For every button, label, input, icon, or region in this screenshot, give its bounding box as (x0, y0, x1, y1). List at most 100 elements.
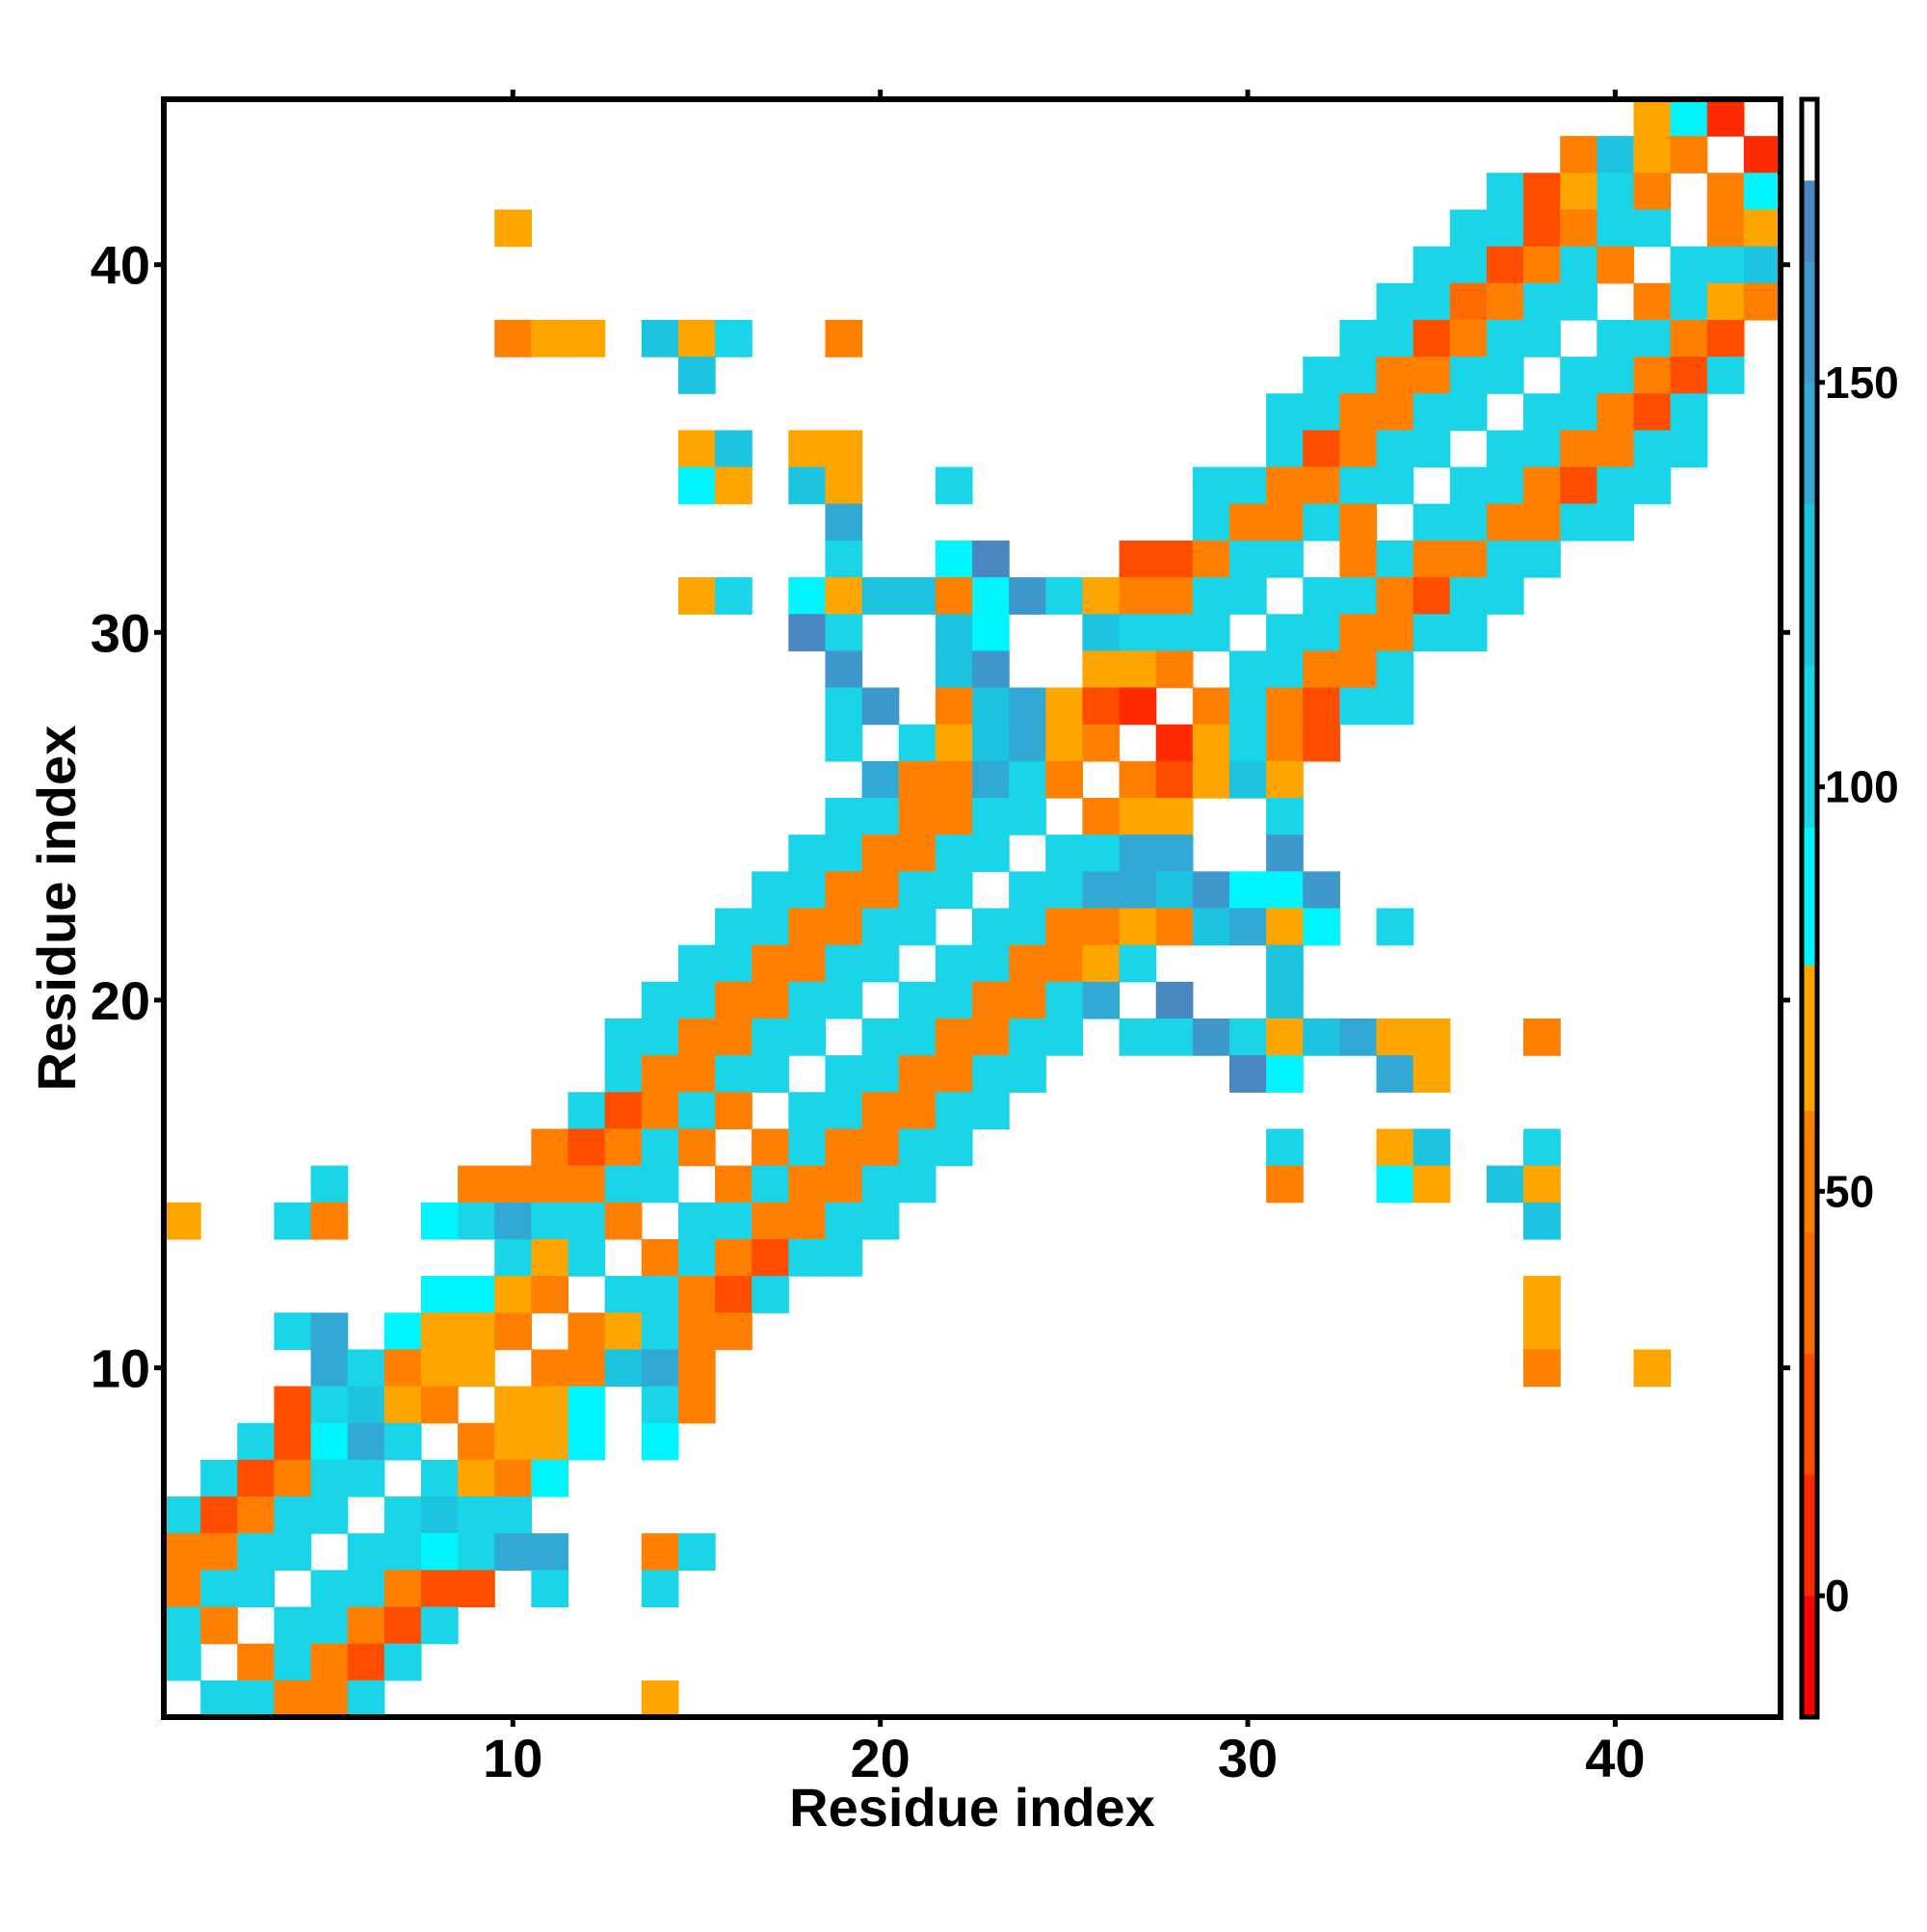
heatmap-cell (604, 1055, 643, 1093)
heatmap-cell (861, 798, 900, 835)
heatmap-cell (494, 1386, 532, 1424)
heatmap-cell (898, 834, 937, 872)
heatmap-cell (458, 1276, 495, 1313)
heatmap-cell (1082, 724, 1121, 762)
heatmap-cell (1155, 540, 1194, 578)
heatmap-cell (861, 1092, 900, 1130)
heatmap-cell (1303, 357, 1340, 394)
heatmap-cell (1009, 1018, 1046, 1056)
heatmap-cell (1523, 1276, 1561, 1313)
heatmap-cell (604, 1202, 643, 1240)
heatmap-cell (1633, 99, 1672, 137)
heatmap-cell (458, 1570, 495, 1608)
heatmap-cell (1155, 834, 1194, 872)
heatmap-cell (1376, 687, 1414, 726)
heatmap-cell (861, 1055, 900, 1093)
heatmap-cell (1228, 908, 1267, 946)
heatmap-cell (310, 1459, 349, 1497)
heatmap-cell (677, 1312, 716, 1351)
heatmap-cell (1228, 1018, 1267, 1056)
heatmap-cell (1228, 650, 1267, 689)
heatmap-cell (1597, 319, 1635, 357)
heatmap-cell (1192, 1018, 1230, 1056)
heatmap-cell (1706, 246, 1745, 284)
heatmap-cell (861, 1128, 900, 1167)
heatmap-cell (1743, 246, 1782, 284)
heatmap-cell (1633, 466, 1672, 505)
heatmap-cell (1376, 1018, 1414, 1056)
heatmap-cell (972, 1018, 1010, 1056)
heatmap-cell (274, 1202, 312, 1240)
heatmap-cell (604, 1128, 643, 1167)
heatmap-cell (677, 1128, 716, 1167)
heatmap-cell (568, 1422, 606, 1461)
heatmap-cell (1045, 577, 1084, 615)
heatmap-cell (531, 1128, 569, 1167)
heatmap-cell (1009, 798, 1046, 835)
y-tick-label: 40 (91, 235, 150, 296)
heatmap-cell (641, 319, 679, 357)
colorbar-tick-label: 0 (1825, 1571, 1850, 1621)
heatmap-cell (898, 798, 937, 835)
heatmap-cell (1376, 466, 1414, 505)
heatmap-cell (788, 577, 827, 615)
heatmap-cell (715, 1165, 752, 1204)
heatmap-cell (1339, 357, 1378, 394)
heatmap-cell (1228, 503, 1267, 542)
heatmap-cell (935, 981, 973, 1019)
heatmap-cell (1523, 1312, 1561, 1351)
heatmap-cell (1597, 393, 1635, 432)
heatmap-cell (641, 1386, 679, 1424)
heatmap-cell (1228, 577, 1267, 615)
heatmap-cell (972, 834, 1010, 872)
heatmap-cell (274, 1496, 312, 1534)
heatmap-cell (1192, 577, 1230, 615)
heatmap-cell (1155, 981, 1194, 1019)
heatmap-cell (237, 1459, 276, 1497)
heatmap-cell (677, 944, 716, 983)
colorbar-band (1802, 99, 1817, 181)
heatmap-cell (677, 430, 716, 468)
heatmap-cell (1266, 944, 1304, 983)
heatmap-cell (1376, 577, 1414, 615)
heatmap-cell (1155, 760, 1194, 799)
heatmap-cell (383, 1496, 422, 1534)
heatmap-cell (1743, 172, 1782, 211)
heatmap-cell (420, 1606, 459, 1645)
heatmap-cell (1449, 282, 1488, 321)
heatmap-cell (825, 981, 863, 1019)
heatmap-cell (1266, 1018, 1304, 1056)
heatmap-cell (825, 944, 863, 983)
heatmap-cell (935, 577, 973, 615)
heatmap-cell (310, 1570, 349, 1608)
heatmap-cell (825, 614, 863, 651)
heatmap-cell (568, 1165, 606, 1204)
heatmap-cell (383, 1422, 422, 1461)
heatmap-cell (1119, 871, 1157, 910)
heatmap-cell (972, 760, 1010, 799)
heatmap-cell (1670, 430, 1708, 468)
heatmap-cell (935, 724, 973, 762)
heatmap-cell (1266, 834, 1304, 872)
heatmap-cell (825, 1202, 863, 1240)
heatmap-cell (1045, 944, 1084, 983)
heatmap-cell (1706, 172, 1745, 211)
heatmap-cell (1228, 760, 1267, 799)
heatmap-cell (237, 1496, 276, 1534)
heatmap-cell (310, 1496, 349, 1534)
heatmap-cell (274, 1422, 312, 1461)
heatmap-cell (1633, 319, 1672, 357)
heatmap-cell (935, 650, 973, 689)
heatmap-cell (1192, 466, 1230, 505)
heatmap-cell (825, 430, 863, 468)
heatmap-cell (604, 1276, 643, 1313)
heatmap-cell (715, 319, 752, 357)
heatmap-cell (494, 1202, 532, 1240)
heatmap-cell (1266, 687, 1304, 726)
heatmap-cell (420, 1570, 459, 1608)
heatmap-cell (935, 1092, 973, 1130)
heatmap-cell (1523, 540, 1561, 578)
heatmap-cell (383, 1386, 422, 1424)
heatmap-cell (788, 1165, 827, 1204)
heatmap-cell (1523, 1202, 1561, 1240)
